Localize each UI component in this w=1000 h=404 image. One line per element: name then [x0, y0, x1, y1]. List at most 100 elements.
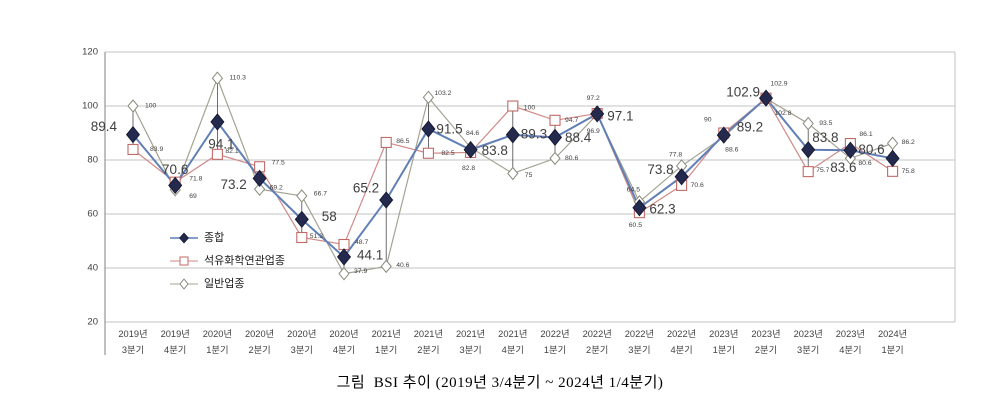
data-point-composite [632, 199, 647, 217]
data-point-composite [505, 126, 520, 144]
data-label-general: 75 [525, 172, 533, 179]
x-axis-label-quarter: 1분기 [881, 345, 903, 355]
data-point-petrochemical [127, 143, 139, 156]
x-axis-label-quarter: 2분기 [417, 345, 439, 355]
data-point-composite [463, 141, 478, 159]
x-axis-label-year: 2023년 [709, 329, 738, 339]
data-label-petrochemical: 75.7 [816, 167, 829, 174]
data-point-petrochemical [338, 238, 350, 251]
data-point-composite [294, 210, 309, 229]
x-axis-label-year: 2021년 [414, 329, 443, 339]
x-axis-label-quarter: 4분기 [333, 345, 355, 355]
data-label-petrochemical: 51.3 [310, 233, 323, 240]
data-point-general [380, 259, 392, 274]
data-point-general [211, 71, 224, 85]
y-axis-label: 100 [82, 101, 98, 112]
x-axis-label-year: 2020년 [203, 329, 232, 339]
x-axis-label-quarter: 3분기 [122, 345, 144, 355]
data-point-petrochemical [211, 148, 223, 160]
data-point-petrochemical [422, 147, 434, 159]
data-label-general: 37.9 [354, 268, 367, 275]
data-point-petrochemical [296, 231, 308, 244]
x-axis-label-year: 2019년 [118, 329, 147, 339]
data-label-petrochemical: 102.9 [770, 81, 787, 88]
data-label-petrochemical: 82.1 [225, 148, 238, 155]
data-point-general [422, 90, 435, 105]
data-label-general: 40.6 [396, 262, 409, 269]
data-label-general: 80.6 [858, 160, 871, 167]
data-label-composite: 102.9 [726, 85, 760, 100]
x-axis-label-year: 2021년 [372, 329, 401, 339]
legend-label-petrochemical: 석유화학연관업종 [204, 254, 285, 267]
y-axis-label: 20 [87, 317, 98, 328]
x-axis-label-year: 2021년 [498, 329, 527, 339]
x-axis-label-quarter: 4분기 [839, 345, 861, 355]
x-axis-label-year: 2022년 [625, 329, 654, 339]
data-label-composite: 80.6 [858, 142, 884, 157]
data-label-general: 102.8 [774, 110, 791, 117]
data-label-general: 86.2 [902, 139, 915, 146]
data-label-composite: 44.1 [357, 247, 383, 262]
data-label-composite: 88.4 [565, 130, 592, 145]
data-label-petrochemical: 94.7 [565, 117, 578, 124]
data-point-composite [168, 176, 183, 195]
x-axis-label-year: 2019년 [161, 329, 190, 339]
x-axis-label-year: 2022년 [540, 329, 569, 339]
data-label-composite: 73.8 [647, 162, 673, 177]
data-point-petrochemical [802, 166, 814, 178]
x-axis-label-year: 2020년 [287, 329, 316, 339]
data-label-petrochemical: 86.1 [859, 131, 872, 138]
data-label-composite: 89.2 [737, 120, 763, 135]
data-point-composite [547, 128, 563, 146]
data-point-composite [716, 126, 731, 144]
data-point-composite [379, 191, 394, 209]
bsi-line-chart: 20 40 60 80 100 120 2019년 3분기 2019년 4분기 2020년 1분기 20… [82, 47, 956, 355]
x-axis-label-quarter: 4분기 [502, 345, 524, 355]
data-point-composite [590, 105, 605, 123]
data-label-general: 110.3 [229, 75, 246, 82]
data-point-petrochemical [549, 114, 561, 126]
data-point-composite [758, 89, 774, 107]
legend-label-composite: 종합 [204, 231, 224, 244]
legend-marker-composite [179, 232, 189, 244]
data-label-general: 103.2 [434, 90, 451, 97]
data-label-general: 69 [189, 193, 197, 200]
x-axis-label-quarter: 2분기 [586, 345, 608, 355]
x-axis-label-quarter: 3분기 [459, 345, 481, 355]
x-axis-label-year: 2020년 [329, 329, 358, 339]
data-label-general: 80.6 [565, 155, 578, 162]
data-point-general [127, 99, 139, 113]
data-point-general [296, 189, 308, 203]
data-label-composite: 73.2 [220, 177, 246, 192]
data-label-composite: 70.6 [162, 162, 188, 177]
data-label-composite: 83.6 [830, 160, 856, 175]
x-axis-label-year: 2022년 [667, 329, 696, 339]
data-point-general [507, 166, 519, 181]
data-point-composite [252, 169, 267, 187]
data-label-petrochemical: 75.8 [902, 168, 915, 175]
data-point-petrochemical [887, 165, 899, 177]
data-label-petrochemical: 82.5 [441, 150, 454, 157]
x-axis-label-quarter: 4분기 [164, 345, 186, 355]
data-label-petrochemical: 83.9 [150, 146, 163, 153]
data-label-composite: 83.8 [812, 130, 838, 145]
y-axis-label: 40 [87, 263, 98, 274]
data-label-general: 66.7 [314, 190, 327, 197]
data-label-general: 69.2 [270, 185, 283, 192]
x-axis-label-year: 2023년 [751, 329, 780, 339]
data-point-composite [674, 168, 689, 186]
data-label-petrochemical: 60.5 [629, 222, 642, 229]
data-label-general: 84.6 [466, 130, 479, 137]
data-label-petrochemical: 71.8 [189, 176, 202, 183]
data-label-composite: 65.2 [353, 180, 379, 195]
data-label-composite: 94.1 [208, 136, 234, 151]
figure-caption: 그림 BSI 추이 (2019년 3/4분기 ~ 2024년 1/4분기) [336, 375, 664, 391]
legend-marker-general [179, 278, 189, 290]
data-label-general: 100 [145, 103, 157, 110]
data-point-composite [336, 248, 352, 266]
data-point-general [253, 182, 266, 196]
x-axis-label-quarter: 1분기 [375, 345, 397, 355]
x-axis-label-year: 2020년 [245, 329, 274, 339]
legend-marker-petrochemical [179, 256, 189, 266]
